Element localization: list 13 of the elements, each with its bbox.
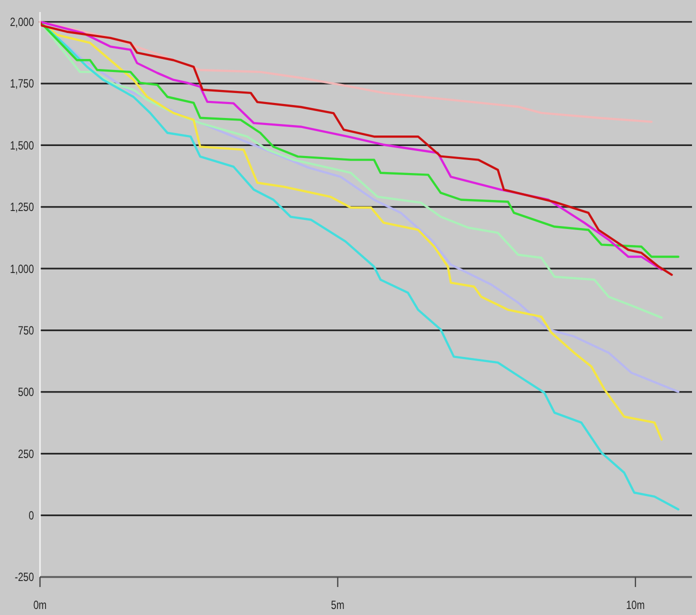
x-tick-label: 10m: [626, 599, 645, 612]
y-tick-label: 1,750: [10, 78, 34, 92]
y-tick-label: 750: [18, 324, 34, 338]
y-tick-label: 0: [28, 510, 34, 523]
y-tick-label: 1,500: [10, 139, 34, 153]
y-tick-label: 500: [18, 386, 34, 400]
y-tick-label: 1,250: [10, 201, 34, 214]
y-tick-label: 250: [18, 448, 34, 462]
x-tick-label: 0m: [33, 599, 47, 612]
x-tick-label: 5m: [331, 599, 344, 612]
y-tick-label: 2,000: [10, 16, 34, 30]
y-tick-label: -250: [14, 571, 34, 585]
y-tick-label: 1,000: [10, 262, 34, 276]
